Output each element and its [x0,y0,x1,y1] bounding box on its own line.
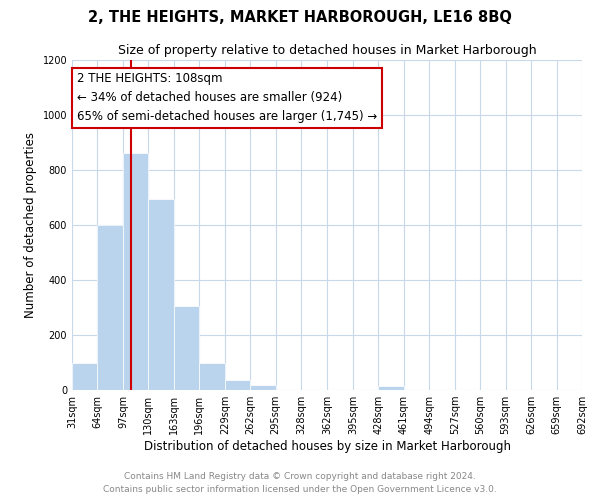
Bar [199,362,225,390]
Bar [174,306,199,390]
Bar [123,154,148,390]
Bar [148,199,174,390]
Bar [97,225,123,390]
Text: Contains HM Land Registry data © Crown copyright and database right 2024.
Contai: Contains HM Land Registry data © Crown c… [103,472,497,494]
Bar [379,386,404,390]
Bar [72,362,97,390]
Text: 2 THE HEIGHTS: 108sqm
← 34% of detached houses are smaller (924)
65% of semi-det: 2 THE HEIGHTS: 108sqm ← 34% of detached … [77,72,377,124]
X-axis label: Distribution of detached houses by size in Market Harborough: Distribution of detached houses by size … [143,440,511,453]
Y-axis label: Number of detached properties: Number of detached properties [24,132,37,318]
Bar [225,380,250,390]
Title: Size of property relative to detached houses in Market Harborough: Size of property relative to detached ho… [118,44,536,58]
Text: 2, THE HEIGHTS, MARKET HARBOROUGH, LE16 8BQ: 2, THE HEIGHTS, MARKET HARBOROUGH, LE16 … [88,10,512,25]
Bar [250,384,275,390]
